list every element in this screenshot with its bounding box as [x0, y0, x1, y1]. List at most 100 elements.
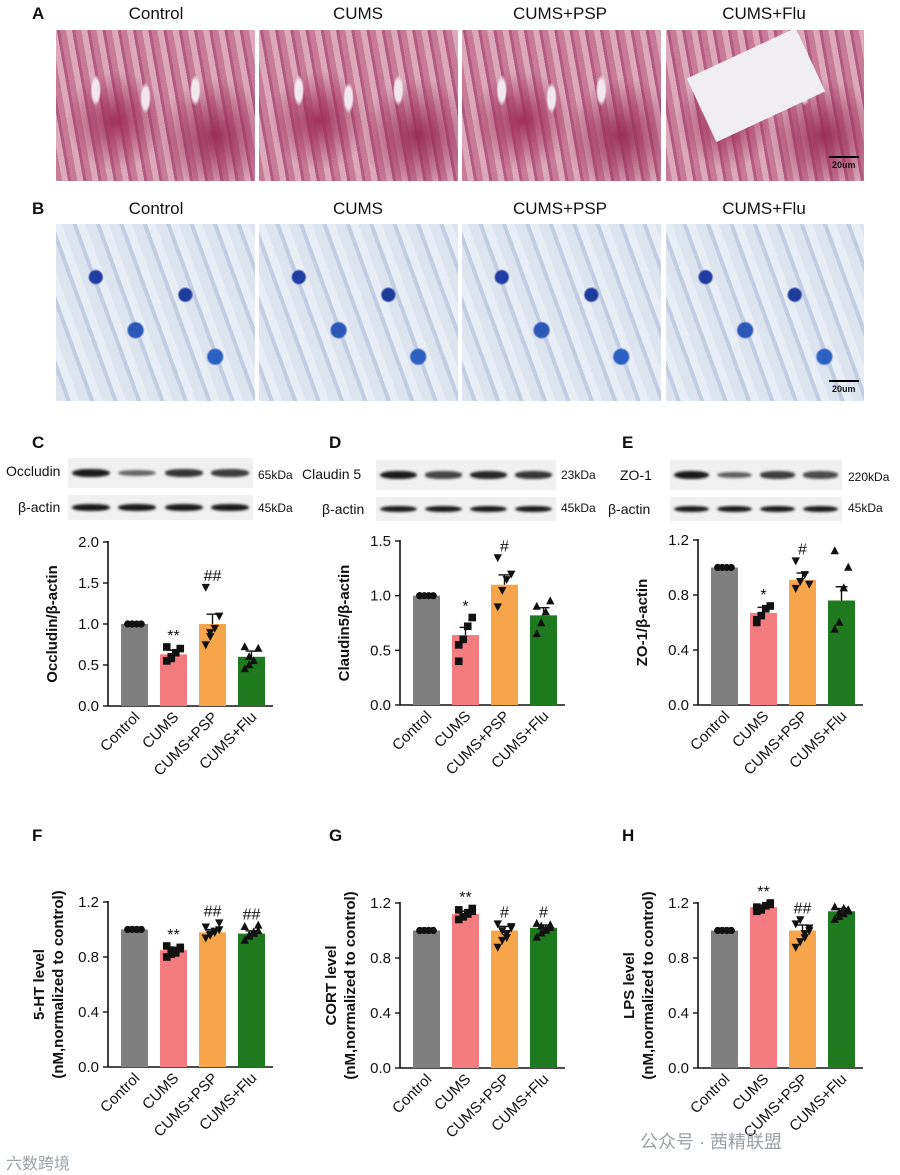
chart-h-point-2-5	[796, 916, 805, 925]
row-b-header-cums-psp: CUMS+PSP	[513, 199, 607, 218]
chart-d-point-0-4	[416, 592, 424, 600]
blot-c-actin-band-3	[210, 504, 249, 511]
chart-f-ylabel: 5-HT level (nM,normalized to control)	[31, 890, 67, 1078]
chart-d-xlabel-0: Control	[389, 708, 435, 754]
blot-c-actin-band-2	[164, 504, 203, 511]
chart-d-point-2-1	[498, 587, 507, 595]
blot-c-protein-band-3	[210, 469, 249, 477]
row-a-header-cums-flu: CUMS+Flu	[722, 4, 806, 23]
chart-g-bar-2	[491, 930, 518, 1068]
chart-f-point-1-1	[167, 950, 176, 959]
chart-g-point-3-7	[546, 920, 555, 929]
chart-d-ytick-label-1: 0.5	[370, 642, 391, 659]
chart-e-point-2-1	[796, 578, 805, 586]
chart-c-annotation-1: **	[167, 628, 179, 645]
he-image-cums-psp	[462, 30, 661, 181]
scale-bar-line-a	[829, 156, 859, 158]
chart-c-point-2-3	[215, 612, 224, 621]
chart-g-ytick-label-1: 0.4	[370, 1005, 391, 1022]
chart-f-ytick-label-2: 0.8	[78, 949, 99, 966]
chart-g-bar-0	[413, 930, 440, 1068]
chart-h-point-3-0	[830, 914, 839, 923]
chart-h-ylabel: LPS level (nM,normalized to control)	[621, 891, 657, 1079]
chart-e-ylabel: ZO-1/β-actin	[634, 579, 651, 667]
chart-h-point-1-4	[752, 903, 761, 911]
chart-h-point-1-5	[757, 906, 766, 914]
ab-image-cums-flu	[666, 224, 864, 401]
chart-h-point-3-6	[839, 903, 848, 912]
blot-e-protein-band-1	[716, 471, 753, 479]
chart-e-point-1-4	[752, 615, 761, 624]
chart-c-point-2-1	[206, 633, 215, 641]
chart-e-ylabel-line-0: ZO-1/β-actin	[634, 579, 651, 667]
chart-d-point-0-3	[429, 592, 437, 600]
chart-d-ytick-label-2: 1.0	[370, 588, 391, 605]
chart-f-point-1-7	[176, 943, 185, 952]
blot-e-actin-band-2	[759, 505, 796, 513]
chart-f-annotation-2: ##	[204, 904, 222, 921]
chart-g-point-2-6	[502, 934, 511, 943]
chart-f-bar-1	[160, 950, 187, 1067]
chart-h-point-3-5	[835, 907, 844, 916]
chart-f-ylabel-line-1: (nM,normalized to control)	[50, 890, 67, 1078]
he-image-cums	[259, 30, 458, 181]
blot-c-protein-band-0	[72, 468, 111, 478]
chart-f-point-3-6	[249, 927, 258, 936]
panel-label-f: F	[32, 826, 43, 845]
chart-d-ytick-label-0: 0.0	[370, 697, 391, 714]
blot-e-protein	[670, 460, 842, 490]
chart-d-ytick-label-3: 1.5	[370, 533, 391, 550]
chart-e-point-2-4	[791, 557, 800, 566]
chart-d-point-2-0	[493, 603, 502, 612]
chart-g-xlabel-0: Control	[389, 1071, 435, 1117]
chart-h-xlabel-0: Control	[687, 1071, 733, 1117]
row-a-header-cums-psp: CUMS+PSP	[513, 4, 607, 23]
chart-f-point-3-4	[240, 922, 249, 930]
blot-c-actin-label: β-actin	[18, 499, 61, 515]
chart-g-ylabel-line-0: CORT level	[323, 945, 340, 1025]
panel-label-e: E	[622, 433, 634, 452]
chart-g-annotation-3: #	[539, 905, 548, 922]
chart-h-ytick-label-0: 0.0	[668, 1060, 689, 1077]
chart-e-annotation-2: #	[798, 542, 807, 559]
chart-f-point-1-0	[162, 953, 171, 961]
chart-c-point-1-0	[162, 657, 171, 665]
chart-d-point-3-1	[537, 618, 546, 627]
chart-h-point-3-7	[844, 906, 853, 915]
blot-d-protein-band-0	[380, 470, 417, 480]
chart-f-point-2-6	[210, 927, 219, 936]
chart-g-point-1-5	[459, 912, 468, 921]
chart-c-point-2-0	[201, 641, 210, 650]
chart-d-annotation-2: #	[500, 538, 509, 555]
chart-f-bar-3	[238, 933, 265, 1067]
panel-label-h: H	[622, 826, 635, 845]
chart-g-point-3-1	[537, 928, 546, 937]
blot-c-actin-band-0	[72, 504, 111, 511]
chart-c-point-2-4	[201, 583, 210, 592]
blot-d-actin-band-2	[470, 505, 507, 513]
chart-h-bar-0	[711, 930, 738, 1068]
chart-f-point-2-4	[201, 923, 210, 932]
chart-c-annotation-2: ##	[204, 568, 222, 585]
chart-g-ytick-label-3: 1.2	[370, 895, 391, 912]
blot-c-protein-band-1	[118, 469, 157, 477]
chart-g-point-2-0	[493, 943, 502, 952]
chart-e-point-3-3	[844, 562, 853, 571]
chart-claudin5: 0.00.51.01.5Claudin5/β-actinControl*CUMS…	[336, 533, 565, 778]
chart-g-ylabel: CORT level (nM,normalized to control)	[323, 891, 359, 1079]
chart-h-ytick-label-1: 0.4	[668, 1005, 689, 1022]
chart-d-point-3-0	[532, 629, 541, 638]
chart-h-ylabel-line-0: LPS level	[621, 952, 638, 1019]
chart-g-annotation-2: #	[500, 905, 509, 922]
chart-d-point-1-0	[454, 657, 463, 666]
chart-c-point-3-1	[245, 660, 254, 669]
blot-c-protein-label: Occludin	[6, 463, 61, 479]
chart-h-bar-2	[789, 930, 816, 1068]
chart-d-ylabel-line-0: Claudin5/β-actin	[336, 565, 353, 682]
row-a-header-cums: CUMS	[332, 4, 384, 23]
chart-h-point-2-0	[791, 943, 800, 952]
chart-c-ytick-label-1: 0.5	[78, 657, 99, 674]
chart-d-point-3-2	[541, 607, 550, 616]
chart-g-point-2-7	[507, 923, 516, 932]
chart-d-point-1-3	[468, 613, 477, 622]
